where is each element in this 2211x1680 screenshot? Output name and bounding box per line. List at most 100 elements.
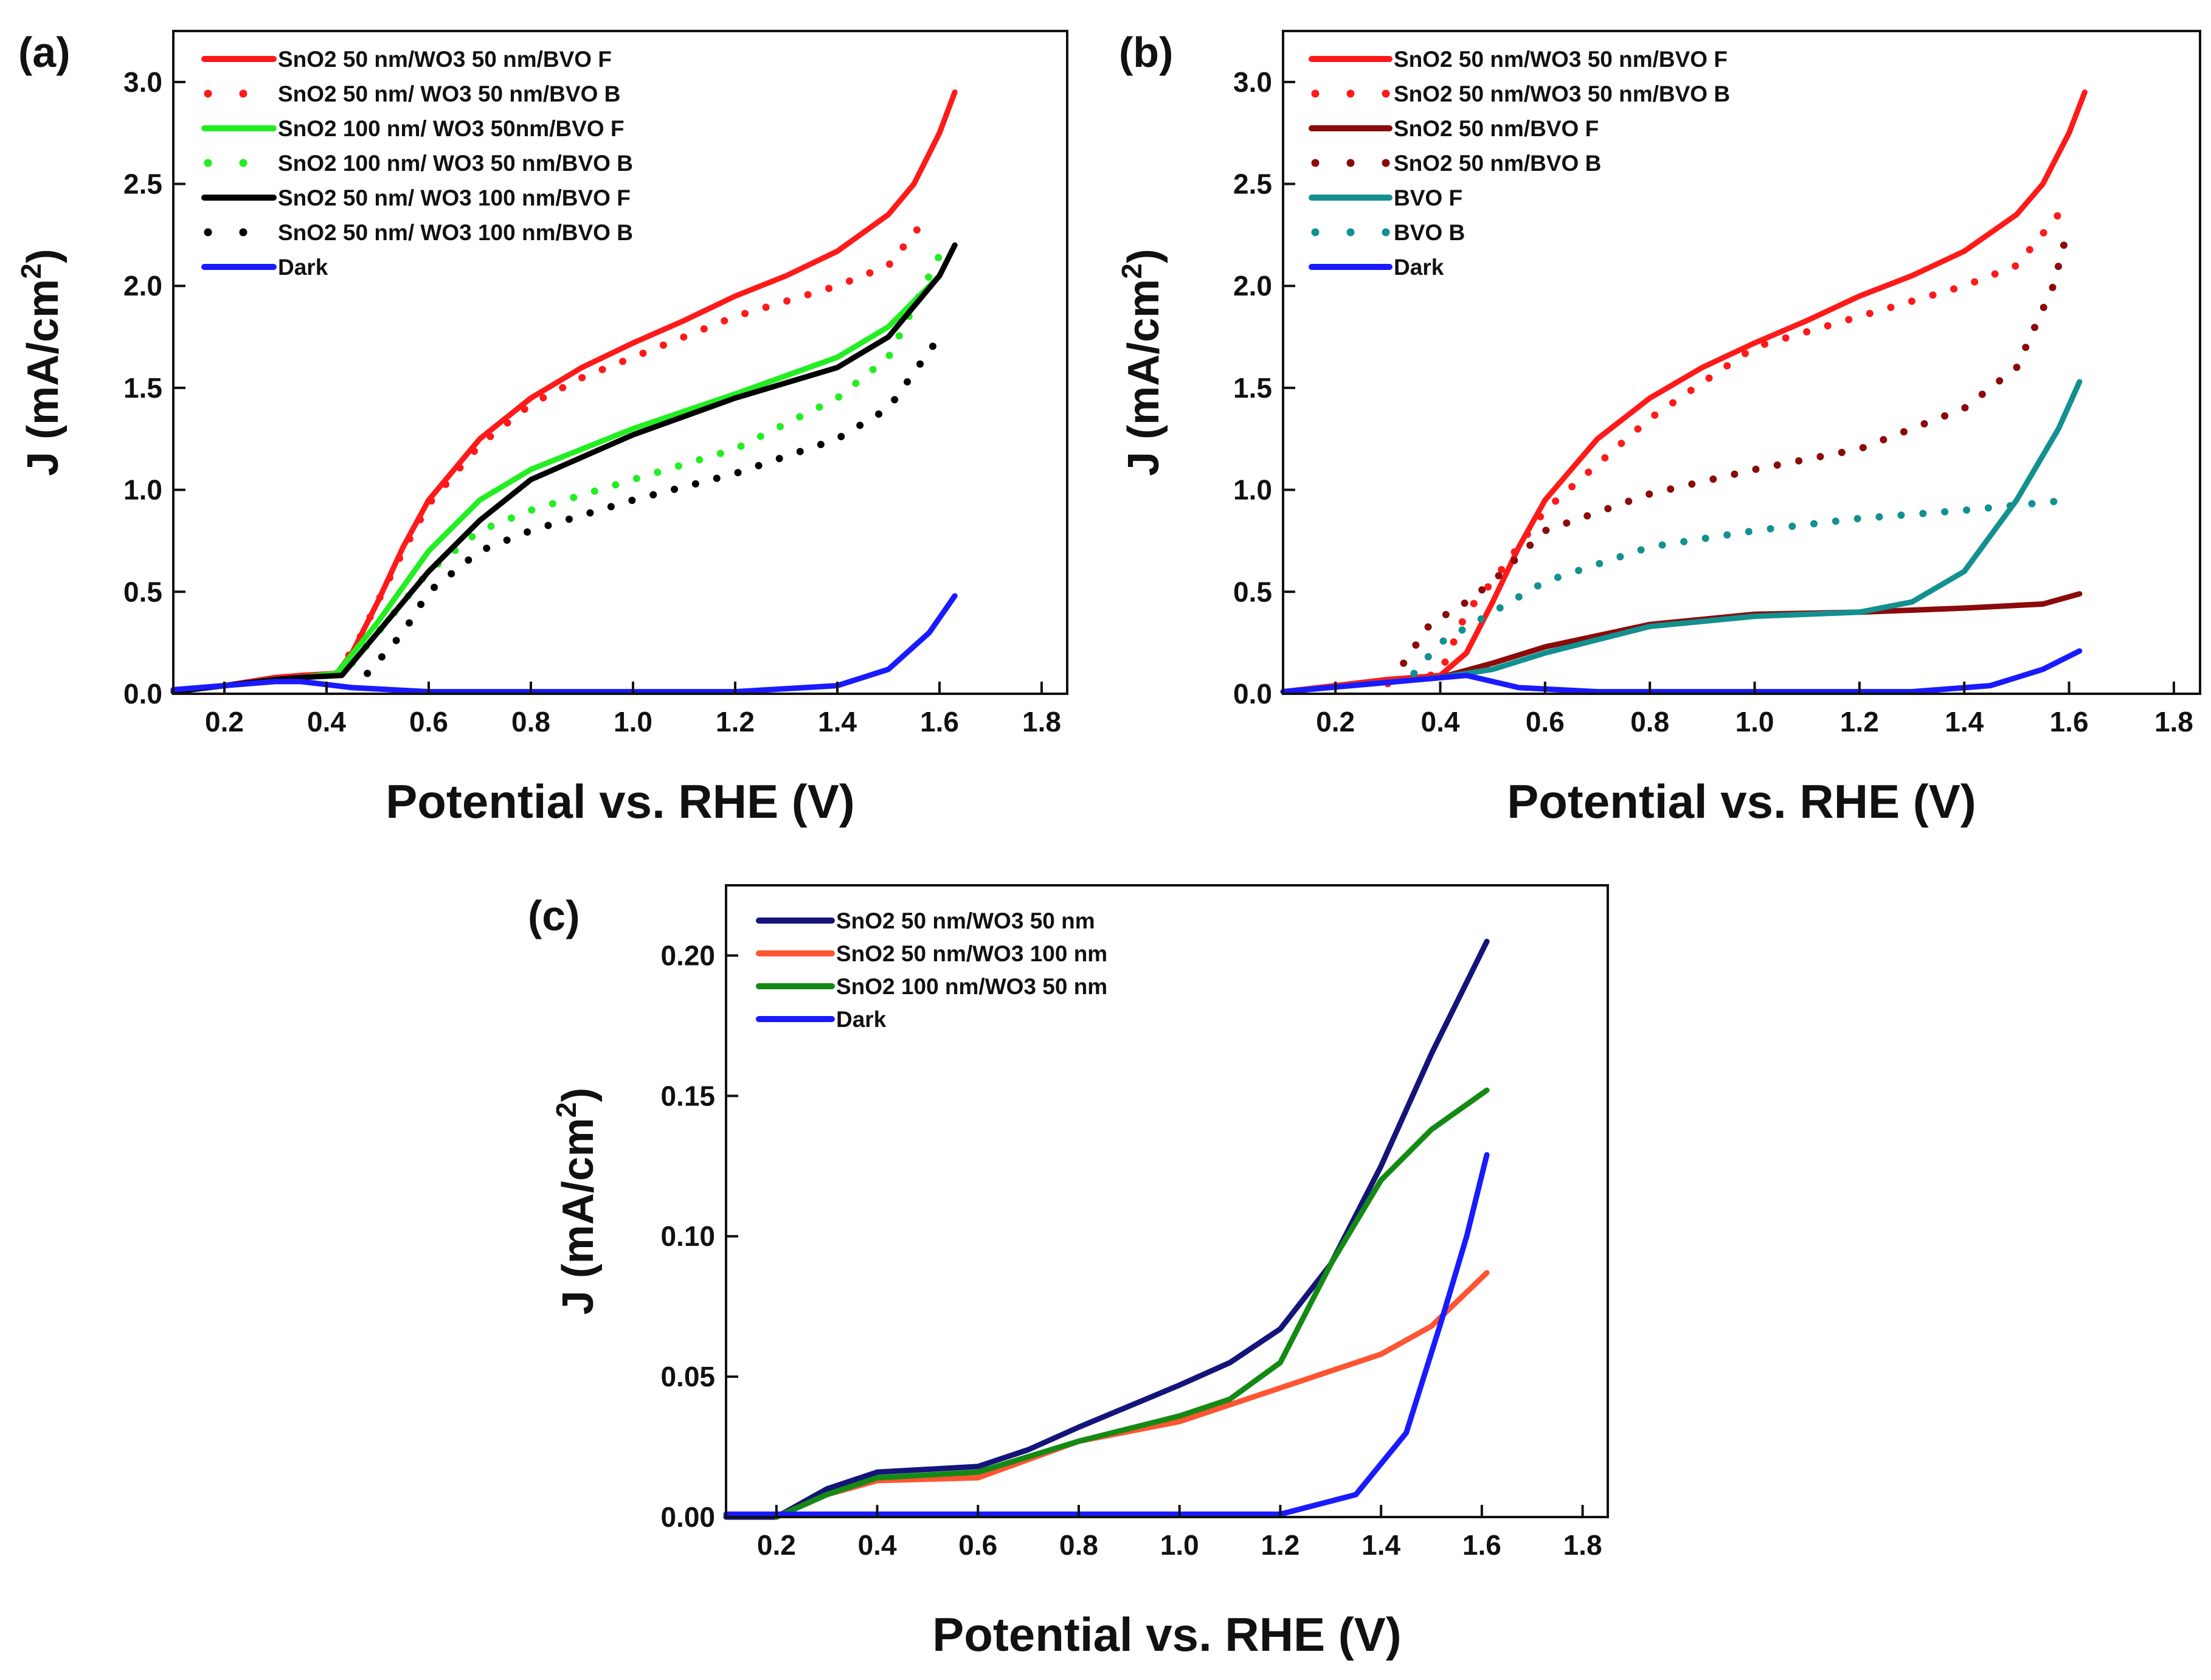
y-axis-label-superscript: 2 xyxy=(550,1102,582,1118)
x-tick-label: 0.2 xyxy=(1316,706,1355,738)
legend: SnO2 50 nm/WO3 50 nm/BVO F SnO2 50 nm/WO3… xyxy=(1309,47,1730,280)
y-axis-label-text: J (mA/cm xyxy=(554,1118,603,1315)
y-tick-label: 0.0 xyxy=(123,678,162,710)
x-axis-label: Potential vs. RHE (V) xyxy=(1507,775,1976,828)
y-tick-label: 0.0 xyxy=(1233,678,1272,710)
x-tick-label: 1.6 xyxy=(1462,1529,1501,1561)
legend-label: SnO2 100 nm/WO3 50 nm xyxy=(836,974,1107,999)
legend-label: SnO2 50 nm/ WO3 100 nm/BVO F xyxy=(278,185,631,210)
legend-label: SnO2 50 nm/WO3 50 nm/BVO F xyxy=(278,47,612,72)
x-tick-label: 0.8 xyxy=(1059,1529,1098,1561)
y-axis-label: J (mA/cm2) xyxy=(15,249,67,476)
series-line-4 xyxy=(170,242,958,695)
legend-label: SnO2 50 nm/ WO3 100 nm/BVO B xyxy=(278,220,633,245)
plot-frame xyxy=(172,30,1068,695)
y-axis-label: J (mA/cm2) xyxy=(550,1088,603,1315)
x-tick-label: 1.2 xyxy=(1840,706,1879,738)
series-line-5 xyxy=(364,333,943,677)
chart-panel-b: 0.2 0.4 0.6 0.8 1.0 1.2 1.4 1.6 1.8 0.0 0.5 1.0 1.5 2… xyxy=(1116,29,2201,828)
y-tick-label: 1.5 xyxy=(123,372,162,404)
series-line-0 xyxy=(1280,89,2088,695)
y-axis-label-close: ) xyxy=(554,1088,603,1102)
y-tick-label: 0.5 xyxy=(1233,576,1272,607)
y-tick-label: 2.5 xyxy=(123,168,162,200)
y-axis-label-text: J (mA/cm xyxy=(1119,279,1168,476)
x-tick-label: 0.8 xyxy=(511,706,550,738)
legend-label: SnO2 50 nm/WO3 50 nm/BVO B xyxy=(1394,81,1730,106)
legend-label: SnO2 50 nm/WO3 50 nm/BVO F xyxy=(1394,47,1728,72)
chart-panel-c: 0.2 0.4 0.6 0.8 1.0 1.2 1.4 1.6 1.8 0.00 0.05 0.10 0… xyxy=(528,884,1609,1661)
series-line-3 xyxy=(1400,221,2073,667)
y-axis-label-close: ) xyxy=(1119,249,1168,263)
legend-label: SnO2 100 nm/ WO3 50nm/BVO F xyxy=(278,116,625,141)
series-line-1 xyxy=(333,210,933,677)
x-tick-label: 1.0 xyxy=(1160,1529,1199,1561)
legend-label: SnO2 50 nm/BVO F xyxy=(1394,116,1599,141)
x-tick-label: 1.2 xyxy=(716,706,755,738)
x-tick-label: 0.6 xyxy=(958,1529,997,1561)
series-line-4 xyxy=(1280,379,2083,695)
legend-label: Dark xyxy=(1394,255,1444,280)
series-line-1 xyxy=(773,1270,1490,1520)
y-tick-label: 2.5 xyxy=(1233,168,1272,200)
plot-frame xyxy=(725,884,1609,1518)
panel-label: (b) xyxy=(1119,29,1173,76)
x-tick-label: 1.4 xyxy=(818,706,857,738)
series-line-3 xyxy=(723,1152,1490,1517)
y-axis-label-close: ) xyxy=(19,249,67,263)
x-tick-label: 1.0 xyxy=(614,706,652,738)
legend: SnO2 50 nm/WO3 50 nm/BVO F SnO2 50 nm/ WO… xyxy=(201,47,633,280)
y-tick-label: 0.10 xyxy=(660,1220,715,1252)
legend-label: SnO2 50 nm/WO3 50 nm xyxy=(836,908,1095,933)
x-tick-label: 1.8 xyxy=(1563,1529,1602,1561)
series-line-3 xyxy=(348,251,943,667)
y-tick-label: 2.0 xyxy=(1233,270,1272,302)
x-tick-label: 0.2 xyxy=(757,1529,796,1561)
y-tick-label: 3.0 xyxy=(1233,66,1272,98)
legend-label: Dark xyxy=(836,1007,887,1032)
x-tick-label: 0.6 xyxy=(409,706,448,738)
y-tick-label: 2.0 xyxy=(123,270,162,302)
y-axis-label: J (mA/cm2) xyxy=(1116,249,1168,476)
x-tick-label: 1.0 xyxy=(1735,706,1774,738)
x-tick-label: 1.6 xyxy=(920,706,959,738)
x-tick-label: 0.4 xyxy=(858,1529,897,1561)
series-line-0 xyxy=(170,89,958,695)
x-tick-label: 1.6 xyxy=(2050,706,2089,738)
y-tick-label: 0.5 xyxy=(123,576,162,607)
legend-label: Dark xyxy=(278,255,328,280)
legend-label: SnO2 50 nm/ WO3 50 nm/BVO B xyxy=(278,81,620,106)
panel-label: (c) xyxy=(528,892,580,939)
x-tick-label: 0.4 xyxy=(1421,706,1460,738)
x-tick-label: 1.4 xyxy=(1362,1529,1400,1561)
y-axis-label-superscript: 2 xyxy=(1116,263,1147,279)
x-tick-label: 0.2 xyxy=(205,706,244,738)
series-line-5 xyxy=(1410,496,2073,677)
series-line-0 xyxy=(723,938,1490,1520)
x-tick-label: 1.4 xyxy=(1945,706,1984,738)
y-tick-label: 0.20 xyxy=(660,939,715,971)
plot-frame xyxy=(1282,30,2201,695)
y-axis-label-superscript: 2 xyxy=(15,263,47,279)
y-tick-label: 0.05 xyxy=(660,1361,715,1392)
series-line-6 xyxy=(1280,648,2083,695)
legend-label: SnO2 50 nm/WO3 100 nm xyxy=(836,941,1107,966)
legend-label: SnO2 100 nm/ WO3 50 nm/BVO B xyxy=(278,151,633,176)
x-tick-label: 1.2 xyxy=(1261,1529,1299,1561)
x-tick-label: 1.8 xyxy=(2154,706,2193,738)
y-axis-label-text: J (mA/cm xyxy=(19,279,67,476)
x-tick-label: 0.8 xyxy=(1630,706,1669,738)
x-axis-label: Potential vs. RHE (V) xyxy=(932,1608,1401,1661)
x-axis-label: Potential vs. RHE (V) xyxy=(386,775,854,828)
chart-panel-a: 0.2 0.4 0.6 0.8 1.0 1.2 1.4 1.6 1.8 0.0 0.5 1.0 1.5 2… xyxy=(15,29,1068,828)
x-tick-label: 0.4 xyxy=(307,706,346,738)
series-line-2 xyxy=(773,1087,1490,1520)
y-tick-label: 0.15 xyxy=(660,1080,715,1111)
y-tick-label: 1.0 xyxy=(123,474,162,506)
y-tick-label: 1.5 xyxy=(1233,372,1272,404)
y-tick-label: 0.00 xyxy=(660,1501,715,1533)
x-tick-label: 1.8 xyxy=(1022,706,1061,738)
y-tick-label: 1.0 xyxy=(1233,474,1272,506)
y-tick-label: 3.0 xyxy=(123,66,162,98)
